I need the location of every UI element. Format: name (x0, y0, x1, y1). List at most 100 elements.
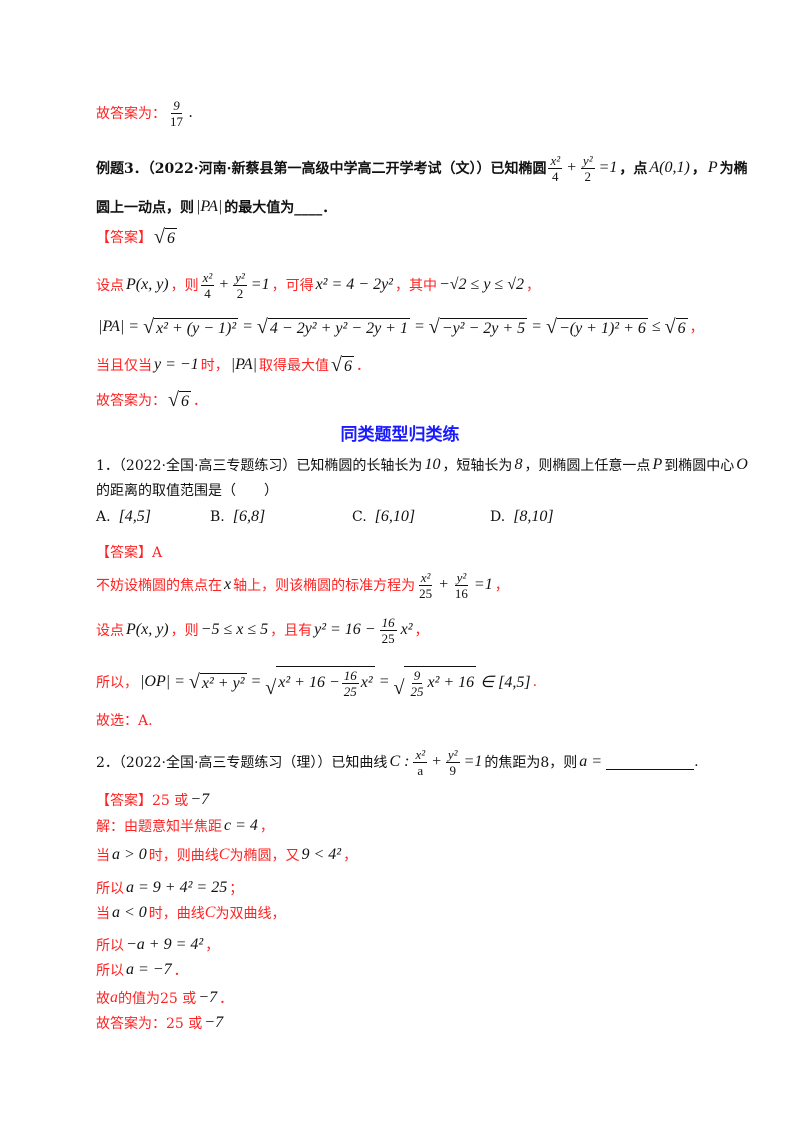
fraction-numerator: x² (548, 152, 563, 169)
fraction-numerator: x² (418, 569, 433, 586)
solution-text: 的值为25 或 (118, 991, 197, 1007)
fraction-numerator: y² (445, 746, 460, 763)
question-text: 的最大值为____． (224, 200, 337, 216)
math-expression: =1 (250, 276, 270, 293)
fraction-denominator: 25 (343, 683, 357, 699)
option-d: D. [8,10] (490, 508, 556, 526)
math-expression: P(x, y) (126, 276, 169, 293)
text-line: 的距离的取值范围是（ ） (96, 475, 278, 505)
text-line: 圆上一动点，则 |PA| 的最大值为____． (96, 192, 336, 222)
square-root: √ 9 25 x² + 16 (393, 665, 477, 699)
math-expression: P (652, 456, 663, 473)
solution-text: ，且有 (270, 623, 313, 639)
text-line: |PA| = √ x² + (y − 1)² = √ 4 − 2y² + y² − 2y … (96, 312, 704, 342)
question-text: 到椭圆中心 (664, 458, 735, 474)
text-line: 【答案】25 或 −7 (96, 785, 211, 815)
math-expression: −(y + 1)² + 6 (558, 320, 646, 337)
fraction-numerator: y² (233, 269, 247, 286)
fraction-numerator: 9 (411, 667, 423, 684)
fraction: 9 25 (408, 668, 425, 699)
option-value: [6,10] (374, 508, 416, 525)
math-expression: a < 0 (112, 904, 147, 921)
question-text: 例题3．（2022·河南·新蔡县第一高级中学高二开学考试（文））已知椭圆 (96, 161, 547, 177)
solution-text: ， (343, 848, 358, 864)
math-expression: A(0,1) (649, 159, 690, 176)
text-line: 【答案】 √ 6 (96, 222, 179, 252)
math-expression: −y² − 2y + 5 (441, 320, 526, 337)
math-expression: c = 4 (224, 817, 258, 834)
question-text: 的焦距为8，则 (484, 755, 578, 771)
fraction: x² 25 (417, 570, 434, 601)
radicand: 6 (341, 356, 354, 376)
solution-text: 为双曲线， (215, 906, 286, 922)
solution-text: ，其中 (394, 278, 437, 294)
fraction: 16 25 (379, 614, 397, 646)
fraction-denominator: 25 (410, 683, 424, 699)
fraction-denominator: 4 (552, 168, 559, 184)
solution-text: 故答案为：25 或 (96, 1016, 203, 1032)
text-line: 故 a 的值为25 或 −7 ． (96, 983, 233, 1013)
option-label: C. (352, 509, 367, 525)
math-expression: a = 9 + 4² = 25 (126, 879, 228, 896)
math-expression: . (189, 104, 193, 121)
solution-text: ； (229, 881, 244, 897)
math-expression: x² + (y − 1)² (156, 320, 237, 337)
solution-text: 为椭圆，又 (229, 848, 300, 864)
text-line: 设点 P(x, y) ，则 −5 ≤ x ≤ 5 ，且有 y² = 16 −16 25 x²， (96, 614, 429, 646)
solution-text: 当且仅当 (96, 358, 152, 374)
solution-text: ，则 (170, 278, 199, 294)
math-expression: + (431, 753, 442, 770)
solution-text: 解：由题意知半焦距 (96, 819, 222, 835)
text-line: 不妨设椭圆的焦点在 x 轴上，则该椭圆的标准方程为 x² 25 + y² 16 =1， (96, 569, 509, 601)
solution-text: 时， (200, 358, 229, 374)
math-expression: |OP| = (140, 673, 185, 690)
text-line: 【答案】A (96, 537, 162, 567)
radical-sign-icon: √ (664, 316, 676, 338)
square-root: √ x² + 16 −16 25 x² (265, 665, 375, 699)
math-expression: + (438, 576, 449, 593)
square-root: √ x² + (y − 1)² (143, 316, 239, 338)
solution-text: 不妨设椭圆的焦点在 (96, 578, 222, 594)
square-root: √ 4 − 2y² + y² − 2y + 1 (257, 316, 410, 338)
radicand: x² + 16 −16 25 x² (276, 665, 375, 699)
text-line: 故选：A. (96, 705, 153, 735)
fraction-numerator: 16 (379, 614, 397, 631)
solution-text: 设点 (96, 623, 124, 639)
math-expression: P (707, 159, 718, 176)
math-expression: −a + 9 = 4² (126, 936, 204, 953)
question-text: 圆上一动点，则 (96, 200, 194, 216)
fraction-denominator: 25 (419, 585, 433, 601)
solution-text: ． (219, 991, 234, 1007)
fraction-numerator: y² (454, 569, 469, 586)
radical-sign-icon: √ (265, 676, 277, 699)
solution-text: . (532, 674, 538, 690)
text-line: 例题3．（2022·河南·新蔡县第一高级中学高二开学考试（文））已知椭圆 x² 4 +… (96, 152, 748, 184)
fraction-denominator: 25 (381, 630, 395, 646)
question-text: 的距离的取值范围是（ ） (96, 483, 278, 499)
math-expression: + (218, 276, 230, 293)
square-root: √ −y² − 2y + 5 (429, 316, 528, 338)
solution-text: 【答案】 (96, 230, 152, 246)
fraction: 9 17 (168, 98, 185, 129)
math-expression: 6 (180, 393, 189, 410)
radicand: x² + y² (199, 673, 247, 693)
option-c: C. [6,10] (352, 508, 417, 526)
fraction: 16 25 (341, 667, 359, 699)
text-line: 设点 P(x, y) ，则 x² 4 + y² 2 =1 ，可得 x² = 4 − 2y² ，其中 −√… (96, 269, 540, 301)
fraction-denominator: 4 (204, 285, 211, 301)
question-text: ， (691, 161, 706, 177)
math-expression: ≤ (651, 318, 661, 335)
fraction-numerator: 16 (341, 667, 359, 684)
solution-text: 时，曲线 (148, 906, 205, 922)
math-expression: C : (389, 753, 410, 770)
math-expression: C (204, 904, 216, 921)
math-expression: O (736, 456, 748, 473)
solution-text: ． (192, 393, 207, 409)
radical-sign-icon: √ (256, 316, 268, 338)
fraction-denominator: 17 (170, 113, 183, 129)
option-label: A. (96, 509, 111, 525)
text-line: 解：由题意知半焦距 c = 4， (96, 811, 274, 841)
solution-text: 当 (96, 848, 110, 864)
radicand: 6 (164, 228, 177, 248)
solution-text: ， (205, 938, 220, 954)
